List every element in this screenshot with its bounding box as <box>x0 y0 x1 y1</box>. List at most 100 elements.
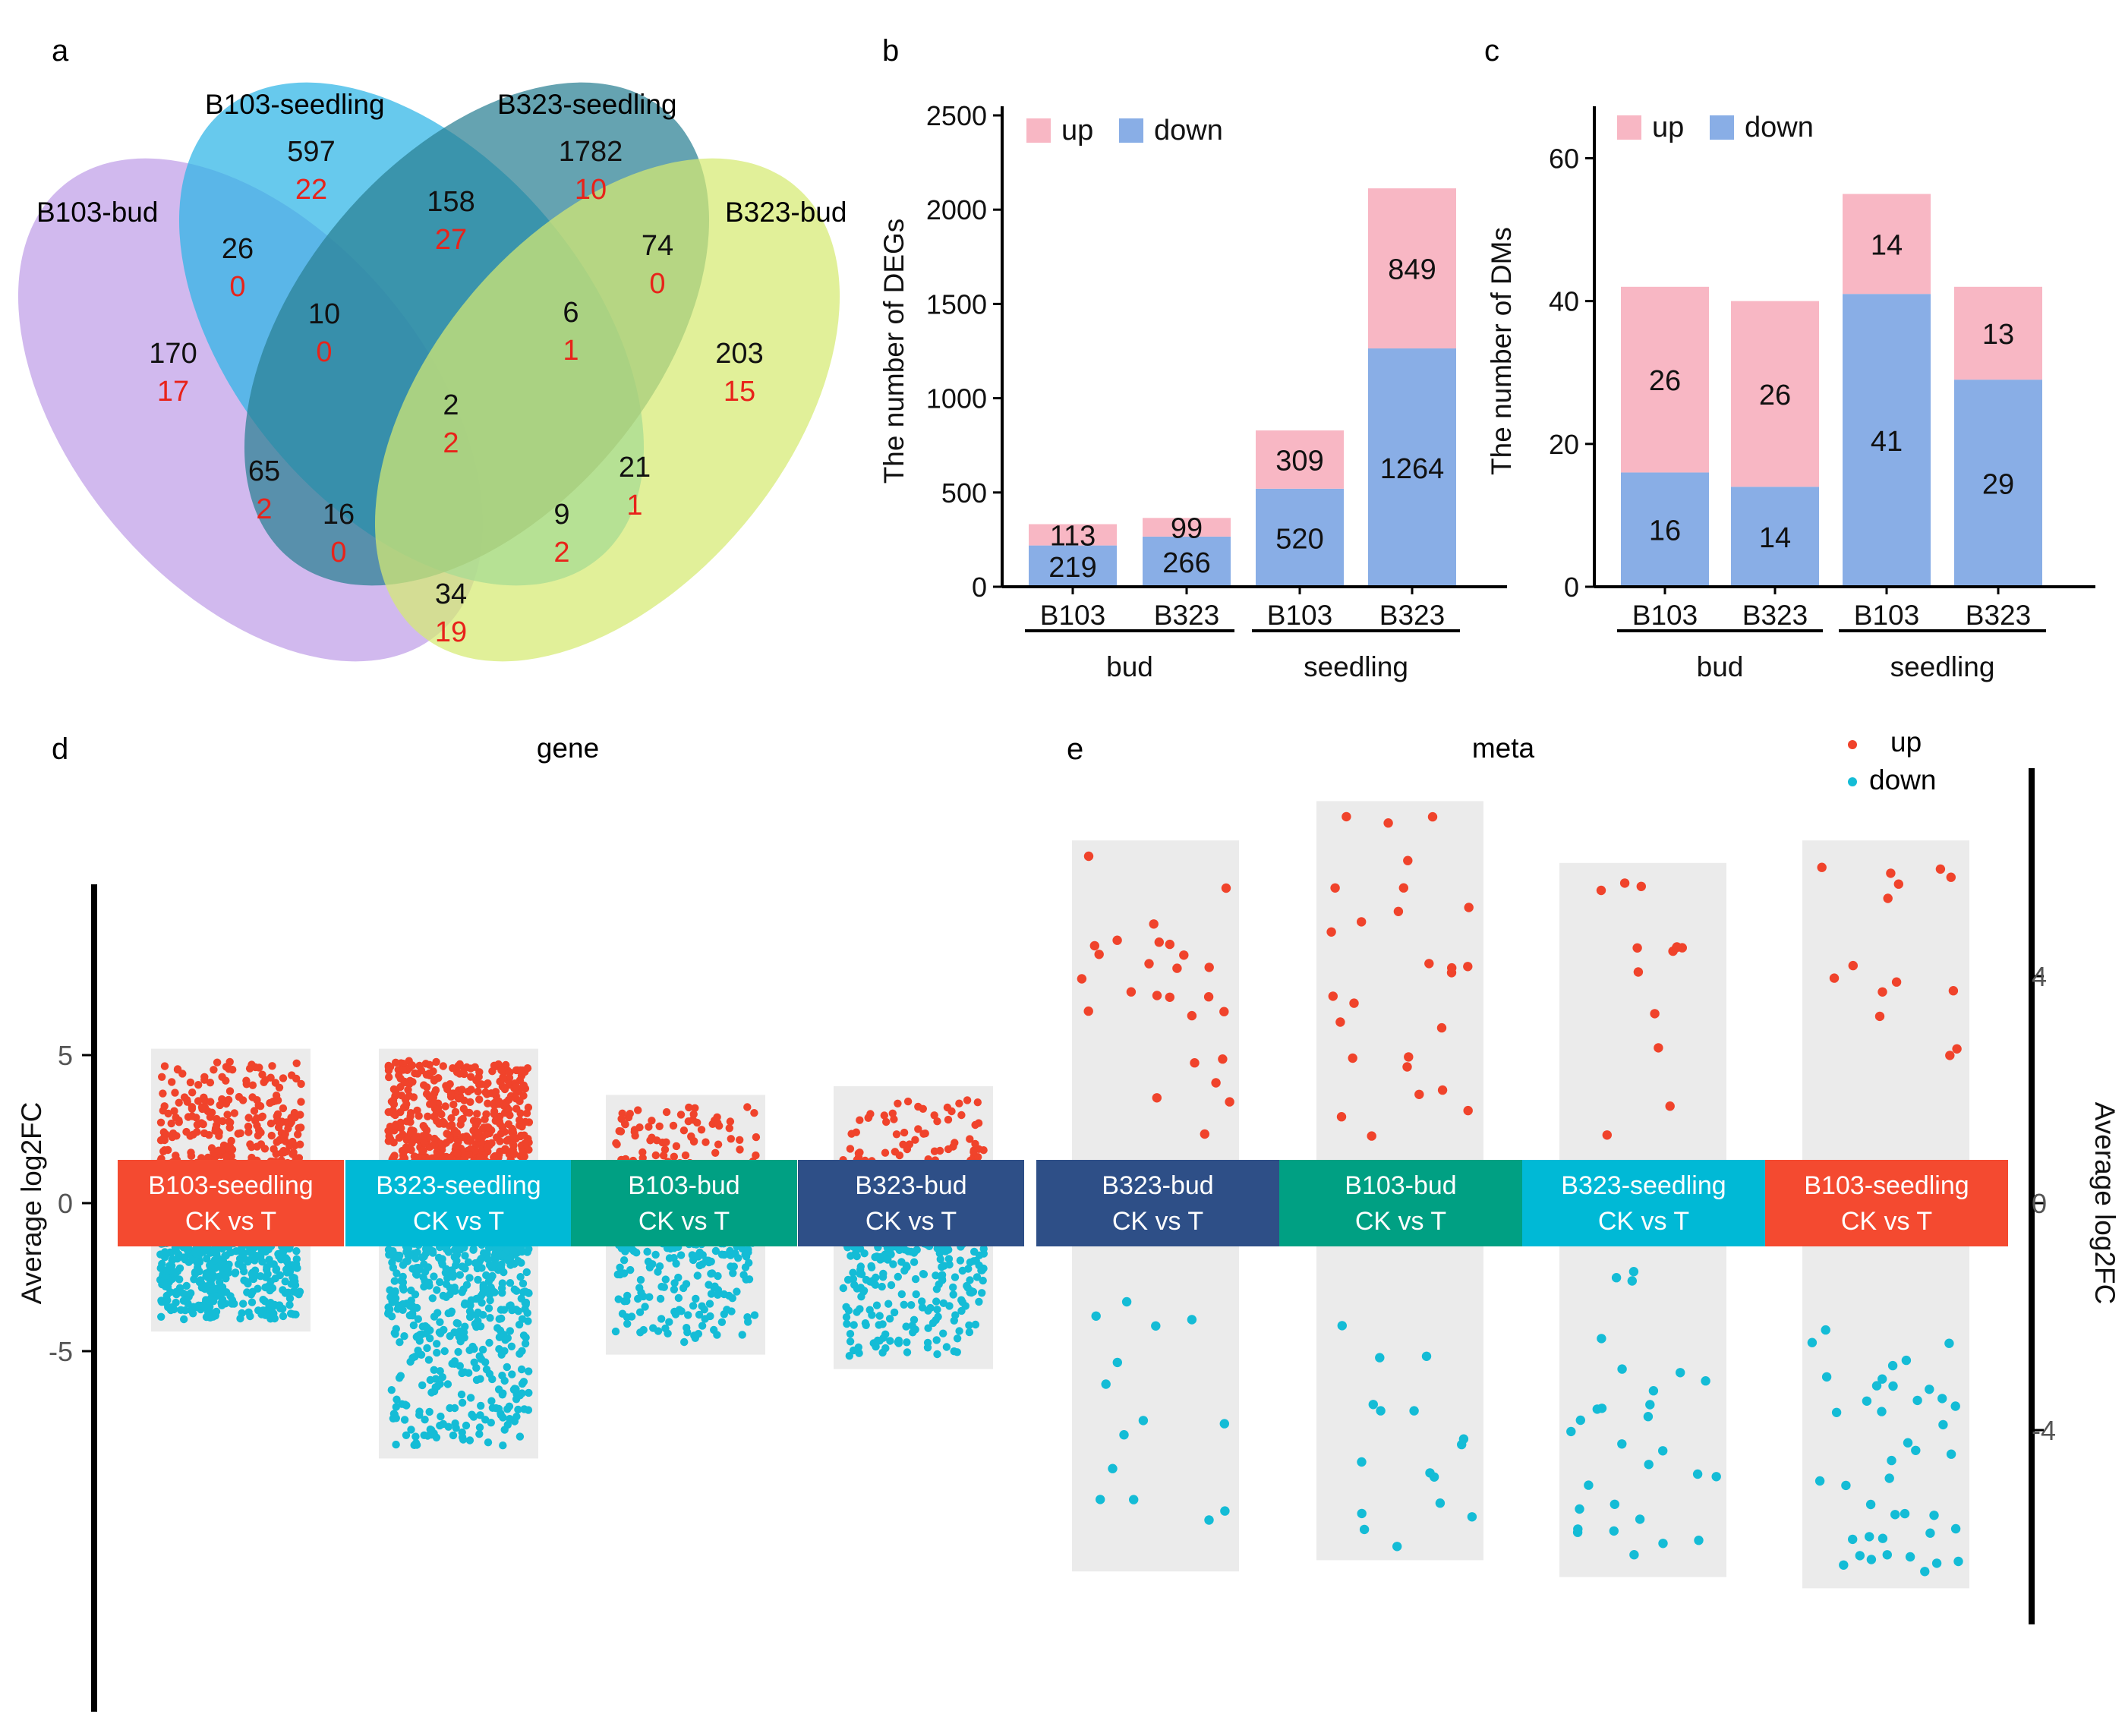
venn-ellipse-b323-bud <box>374 158 840 662</box>
up-point <box>390 1152 399 1160</box>
up-point <box>684 1117 692 1126</box>
down-point <box>205 1307 214 1315</box>
down-point <box>1151 1321 1161 1331</box>
down-point <box>878 1282 886 1291</box>
bar-down <box>1621 472 1709 587</box>
up-point <box>1848 960 1858 971</box>
up-point <box>662 1138 670 1147</box>
up-point <box>160 1062 169 1070</box>
up-point <box>854 1149 863 1158</box>
up-point <box>1179 950 1189 960</box>
up-point <box>1083 851 1094 862</box>
down-point <box>856 1262 865 1271</box>
down-point <box>482 1271 490 1280</box>
up-point <box>410 1152 419 1161</box>
down-point <box>918 1303 927 1312</box>
up-point <box>434 1074 443 1082</box>
up-point <box>399 1066 408 1074</box>
up-point <box>1636 881 1646 892</box>
down-point <box>890 1308 899 1317</box>
down-point <box>421 1416 429 1424</box>
down-point <box>515 1432 525 1441</box>
down-point <box>1457 1439 1467 1450</box>
down-point <box>466 1394 475 1402</box>
up-point <box>1094 950 1104 959</box>
up-point <box>882 1117 891 1126</box>
up-point <box>408 1078 417 1086</box>
down-point <box>682 1280 691 1288</box>
down-point <box>465 1274 474 1282</box>
up-point <box>273 1117 282 1126</box>
down-point <box>1629 1550 1639 1560</box>
down-point <box>923 1338 932 1347</box>
down-point <box>1187 1315 1197 1325</box>
venn-region-metabolite-count: 15 <box>724 376 755 408</box>
down-point <box>1855 1551 1865 1561</box>
x-tick-label: B323 <box>1379 600 1445 631</box>
down-point <box>465 1436 474 1445</box>
down-point <box>444 1248 453 1256</box>
up-point <box>402 1117 411 1126</box>
up-point <box>443 1130 452 1138</box>
comparison-label-box <box>345 1160 572 1246</box>
up-point <box>497 1066 506 1075</box>
down-point <box>842 1313 851 1322</box>
down-point <box>446 1404 454 1413</box>
down-point <box>1807 1337 1818 1347</box>
down-point <box>181 1306 190 1315</box>
up-point <box>651 1151 660 1160</box>
up-point <box>944 1115 953 1124</box>
up-point <box>248 1081 257 1089</box>
down-point <box>402 1248 411 1256</box>
bar-up-label: 26 <box>1649 365 1681 397</box>
down-point <box>1938 1419 1948 1430</box>
bar-up <box>1621 286 1709 473</box>
down-point <box>446 1290 454 1299</box>
down-point <box>676 1251 686 1259</box>
down-point <box>636 1275 645 1284</box>
up-point <box>504 1095 513 1104</box>
down-point <box>523 1309 531 1318</box>
down-point <box>1911 1445 1921 1456</box>
bar-down-label: 16 <box>1649 515 1681 547</box>
down-point <box>444 1423 452 1431</box>
up-point <box>419 1132 427 1140</box>
down-point <box>510 1285 519 1293</box>
up-point <box>431 1086 440 1095</box>
down-point <box>399 1272 407 1281</box>
down-point <box>519 1279 528 1288</box>
down-point <box>247 1298 257 1306</box>
down-point <box>926 1303 935 1312</box>
group-label: seedling <box>1304 651 1408 682</box>
down-point <box>500 1376 509 1385</box>
down-point <box>849 1346 858 1355</box>
venn-region-count: 203 <box>715 338 763 370</box>
panel-label-d: d <box>52 733 68 766</box>
up-point <box>914 1102 922 1111</box>
up-point <box>652 1136 661 1145</box>
down-point <box>443 1380 452 1388</box>
down-point <box>1887 1455 1896 1466</box>
venn-region-count: 74 <box>642 230 673 262</box>
up-point <box>391 1111 399 1120</box>
down-point <box>1929 1511 1939 1520</box>
down-point <box>1901 1355 1912 1366</box>
down-point <box>1944 1338 1954 1348</box>
down-point <box>400 1332 408 1341</box>
up-point <box>1817 862 1827 872</box>
down-point <box>512 1395 521 1404</box>
down-point <box>857 1270 866 1279</box>
up-point <box>399 1130 407 1139</box>
down-point <box>390 1277 399 1285</box>
down-point <box>975 1297 983 1306</box>
legend-down-swatch <box>1710 115 1734 140</box>
down-point <box>674 1293 683 1303</box>
down-point <box>462 1281 471 1289</box>
comparison-label: B323-bud <box>855 1171 966 1200</box>
down-point <box>1609 1526 1619 1536</box>
up-point <box>442 1082 450 1090</box>
up-point <box>159 1128 168 1136</box>
down-point <box>281 1278 289 1286</box>
down-point <box>413 1332 421 1341</box>
up-point <box>254 1101 263 1110</box>
